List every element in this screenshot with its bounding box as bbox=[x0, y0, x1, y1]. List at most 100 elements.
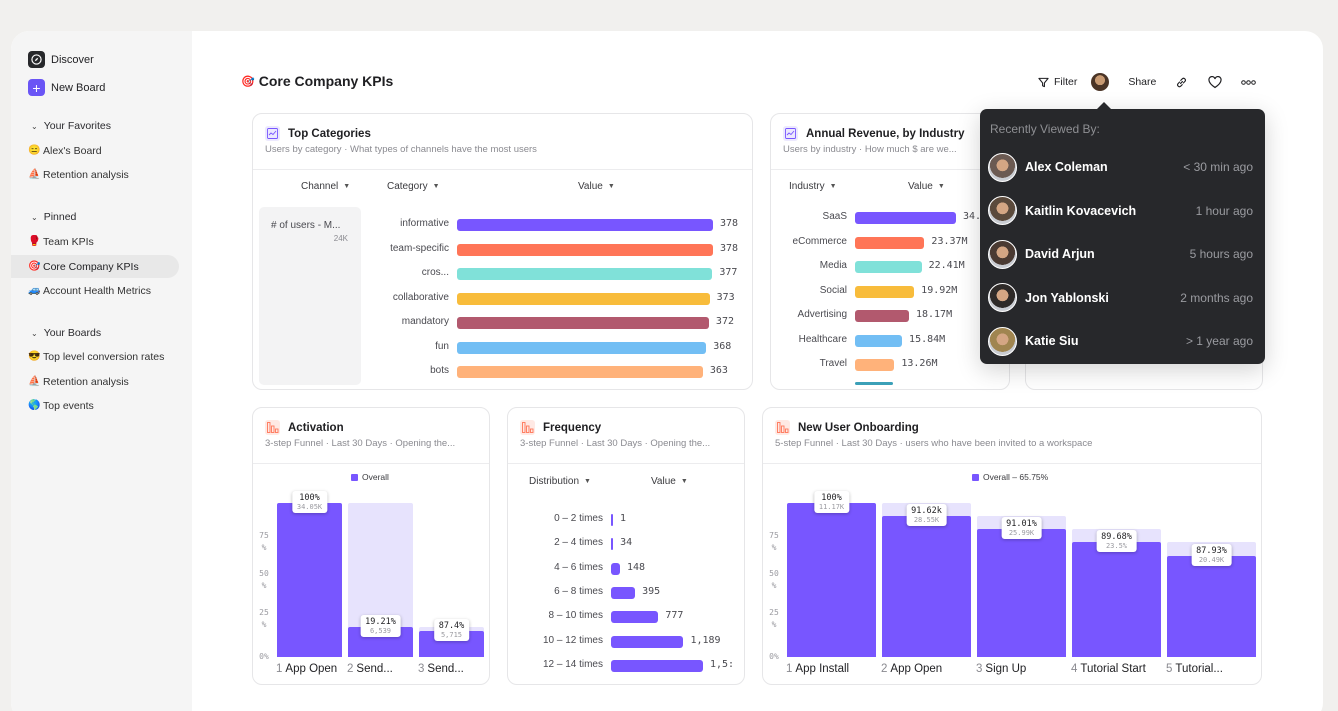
funnel-value-tag: 100% 11.17K bbox=[813, 491, 850, 513]
bar[interactable] bbox=[457, 219, 713, 231]
card-header: Top Categories Users by category · What … bbox=[253, 114, 752, 170]
bar[interactable] bbox=[611, 562, 621, 575]
column-label: Value bbox=[651, 476, 676, 487]
viewer-row[interactable]: David Arjun 5 hours ago bbox=[988, 239, 1253, 269]
bar[interactable] bbox=[457, 317, 709, 329]
sidebar-item-label: Retention analysis bbox=[43, 375, 129, 388]
card-activation[interactable]: Activation 3-step Funnel · Last 30 Days … bbox=[252, 407, 490, 685]
sidebar-discover[interactable]: Discover bbox=[28, 51, 94, 68]
funnel-bar[interactable] bbox=[1072, 541, 1161, 657]
bar-value-label: 377 bbox=[719, 267, 738, 278]
section-favorites[interactable]: ⌄ Your Favorites bbox=[31, 120, 111, 132]
bar-category-label: Media bbox=[819, 260, 847, 271]
funnel-count: 34.05K bbox=[296, 503, 323, 511]
bar[interactable] bbox=[611, 611, 659, 624]
sidebar-item-label: Core Company KPIs bbox=[43, 260, 139, 273]
value-column-header[interactable]: Value ▼ bbox=[578, 181, 615, 192]
funnel-bar[interactable] bbox=[787, 503, 876, 657]
bar[interactable] bbox=[457, 341, 707, 354]
bar-value-label: 19.92M bbox=[921, 284, 958, 296]
bar[interactable] bbox=[457, 366, 703, 378]
section-pinned[interactable]: ⌄ Pinned bbox=[31, 211, 76, 223]
sidebar-item-account-health-metrics[interactable]: 🚙 Account Health Metrics bbox=[11, 279, 179, 302]
sidebar: Discover + New Board ⌄ Your Favorites 😑 … bbox=[11, 31, 192, 711]
column-label: Value bbox=[578, 181, 603, 192]
bar[interactable] bbox=[855, 261, 922, 273]
sidebar-item-retention-analysis-2[interactable]: ⛵ Retention analysis bbox=[11, 370, 179, 393]
bar-category-label: informative bbox=[400, 218, 449, 229]
bar[interactable] bbox=[457, 292, 710, 305]
funnel-bar[interactable] bbox=[1167, 555, 1256, 657]
funnel-chart-icon bbox=[520, 420, 535, 435]
bar[interactable] bbox=[855, 236, 925, 249]
funnel-step-label: 4 Tutorial Start bbox=[1071, 663, 1146, 675]
sidebar-item-retention-analysis[interactable]: ⛵ Retention analysis bbox=[11, 163, 179, 186]
card-subtitle: Users by category · What types of channe… bbox=[265, 144, 537, 155]
link-icon[interactable] bbox=[1175, 76, 1188, 89]
bar[interactable] bbox=[457, 268, 713, 280]
bar-value-label: 34. bbox=[963, 211, 982, 222]
bar[interactable] bbox=[611, 635, 684, 648]
y-axis-tick: 0% bbox=[769, 652, 779, 661]
sidebar-item-core-company-kpis[interactable]: 🎯 Core Company KPIs bbox=[11, 255, 179, 278]
bar-value-label: 1 bbox=[620, 513, 627, 524]
funnel-bar[interactable] bbox=[882, 515, 971, 657]
viewer-row[interactable]: Katie Siu > 1 year ago bbox=[988, 326, 1253, 356]
viewer-row[interactable]: Alex Coleman < 30 min ago bbox=[988, 152, 1253, 182]
bar[interactable] bbox=[855, 310, 909, 322]
sidebar-item-team-kpis[interactable]: 🥊 Team KPIs bbox=[11, 230, 179, 253]
card-annual-revenue[interactable]: Annual Revenue, by Industry Users by ind… bbox=[770, 113, 1010, 390]
sidebar-new-board[interactable]: + New Board bbox=[28, 79, 105, 96]
bar[interactable] bbox=[611, 586, 636, 599]
sidebar-item-top-events[interactable]: 🌎 Top events bbox=[11, 394, 179, 417]
category-column-header[interactable]: Category ▼ bbox=[387, 181, 440, 192]
funnel-count: 28.55K bbox=[913, 515, 940, 524]
card-new-user-onboarding[interactable]: New User Onboarding 5-step Funnel · Last… bbox=[762, 407, 1262, 685]
step-number: 2 bbox=[347, 663, 354, 675]
sidebar-item-top-level-conversion-rates[interactable]: 😎 Top level conversion rates bbox=[11, 345, 179, 368]
sidebar-item-alexs-board[interactable]: 😑 Alex's Board bbox=[11, 139, 179, 162]
distribution-column-header[interactable]: Distribution ▼ bbox=[529, 476, 591, 487]
bar-category-label: Social bbox=[819, 284, 847, 296]
card-top-categories[interactable]: Top Categories Users by category · What … bbox=[252, 113, 753, 390]
bar[interactable] bbox=[611, 514, 613, 526]
industry-column-header[interactable]: Industry ▼ bbox=[789, 181, 837, 192]
viewer-row[interactable]: Jon Yablonski 2 months ago bbox=[988, 283, 1253, 313]
bar[interactable] bbox=[855, 334, 903, 347]
bar[interactable] bbox=[611, 538, 614, 551]
bar[interactable] bbox=[855, 285, 915, 298]
viewer-avatar[interactable] bbox=[1091, 73, 1110, 91]
viewer-avatar bbox=[988, 152, 1017, 182]
channel-cell[interactable]: # of users - M... 24K bbox=[259, 207, 361, 385]
board-emoji-icon: 😑 bbox=[28, 145, 41, 156]
value-column-header[interactable]: Value ▼ bbox=[908, 181, 945, 192]
heart-icon[interactable] bbox=[1208, 75, 1222, 89]
y-axis-tick: 50 % bbox=[769, 569, 779, 590]
funnel-step-label: 3 Sign Up bbox=[976, 663, 1026, 675]
bar-category-label: 10 – 12 times bbox=[542, 634, 603, 646]
channel-cell-label: # of users - M... bbox=[271, 220, 341, 231]
more-icon[interactable] bbox=[1241, 79, 1257, 85]
bar[interactable] bbox=[855, 359, 895, 371]
bar[interactable] bbox=[611, 659, 703, 672]
bar[interactable] bbox=[855, 212, 956, 224]
step-number: 3 bbox=[976, 663, 983, 675]
value-column-header[interactable]: Value ▼ bbox=[651, 476, 688, 487]
caret-down-icon: ▼ bbox=[343, 183, 351, 190]
y-axis-tick: 75 % bbox=[769, 530, 779, 552]
share-button[interactable]: Share bbox=[1128, 76, 1157, 88]
board-emoji-icon: ⛵ bbox=[28, 376, 41, 387]
funnel-bar[interactable] bbox=[977, 528, 1066, 657]
viewer-row[interactable]: Kaitlin Kovacevich 1 hour ago bbox=[988, 196, 1253, 226]
card-frequency[interactable]: Frequency 3-step Funnel · Last 30 Days ·… bbox=[507, 407, 745, 685]
bar-value-label: 1,5: bbox=[710, 658, 735, 670]
funnel-bar[interactable] bbox=[277, 503, 342, 657]
funnel-count: 6,539 bbox=[369, 627, 392, 636]
channel-column-header[interactable]: Channel ▼ bbox=[301, 181, 350, 192]
viewed-time: 2 months ago bbox=[1180, 290, 1253, 305]
bar-value-label: 372 bbox=[715, 316, 734, 327]
filter-button[interactable]: Filter bbox=[1038, 76, 1077, 88]
bar[interactable] bbox=[457, 243, 713, 256]
section-your-boards[interactable]: ⌄ Your Boards bbox=[31, 327, 101, 339]
popover-title: Recently Viewed By: bbox=[990, 122, 1100, 136]
